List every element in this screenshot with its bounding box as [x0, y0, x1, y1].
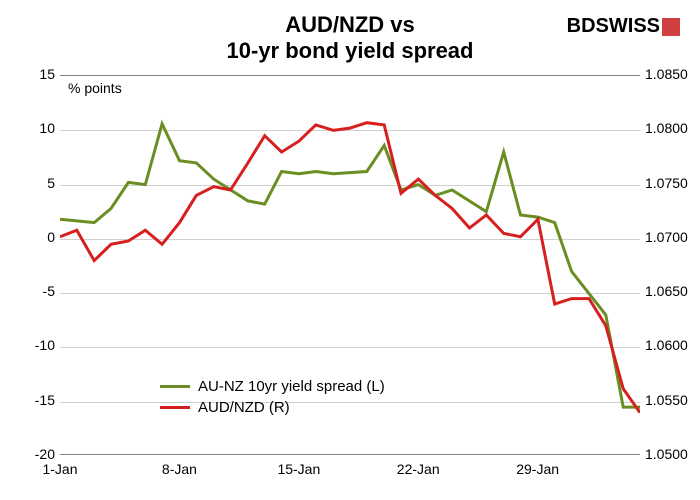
legend-label: AU-NZ 10yr yield spread (L)	[198, 378, 385, 395]
y-right-tick-label: 1.0800	[645, 120, 700, 136]
chart-container: AUD/NZD vs 10-yr bond yield spread BDSWI…	[0, 0, 700, 500]
legend: AU-NZ 10yr yield spread (L) AUD/NZD (R)	[160, 378, 385, 420]
y-left-tick-label: 5	[5, 175, 55, 191]
y-left-tick-label: 0	[5, 229, 55, 245]
y-right-tick-label: 1.0700	[645, 229, 700, 245]
y-left-tick-label: -10	[5, 337, 55, 353]
title-line1: AUD/NZD vs	[285, 12, 415, 37]
legend-line-icon	[160, 406, 190, 409]
logo-square-icon	[662, 18, 680, 36]
x-tick-label: 15-Jan	[277, 461, 320, 477]
x-tick-label: 29-Jan	[516, 461, 559, 477]
units-label: % points	[68, 80, 122, 96]
y-left-tick-label: 15	[5, 66, 55, 82]
logo-text: BDSWISS	[567, 15, 660, 37]
y-left-tick-label: -5	[5, 283, 55, 299]
y-right-tick-label: 1.0500	[645, 446, 700, 462]
y-right-tick-label: 1.0600	[645, 337, 700, 353]
y-right-tick-label: 1.0850	[645, 66, 700, 82]
x-tick-label: 1-Jan	[42, 461, 77, 477]
y-left-tick-label: -20	[5, 446, 55, 462]
y-right-tick-label: 1.0750	[645, 175, 700, 191]
legend-item: AUD/NZD (R)	[160, 399, 385, 416]
y-right-tick-label: 1.0550	[645, 392, 700, 408]
title-line2: 10-yr bond yield spread	[227, 38, 474, 63]
x-tick-label: 22-Jan	[397, 461, 440, 477]
y-left-tick-label: 10	[5, 120, 55, 136]
series-line	[60, 123, 640, 413]
y-right-tick-label: 1.0650	[645, 283, 700, 299]
legend-line-icon	[160, 385, 190, 388]
logo: BDSWISS	[567, 15, 680, 38]
legend-label: AUD/NZD (R)	[198, 399, 290, 416]
y-left-tick-label: -15	[5, 392, 55, 408]
legend-item: AU-NZ 10yr yield spread (L)	[160, 378, 385, 395]
series-line	[60, 124, 640, 407]
x-tick-label: 8-Jan	[162, 461, 197, 477]
